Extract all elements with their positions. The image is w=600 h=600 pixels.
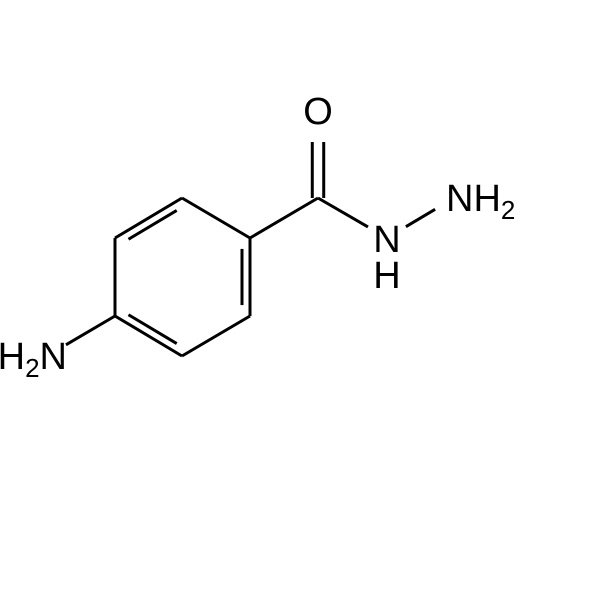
atom-label-n1-h: H [373,255,400,297]
molecule-diagram: ONHNH2H2N [0,0,600,600]
atom-label-o: O [303,91,333,133]
atom-label-n3: H2N [0,336,67,383]
atom-label-n2: NH2 [446,178,515,225]
